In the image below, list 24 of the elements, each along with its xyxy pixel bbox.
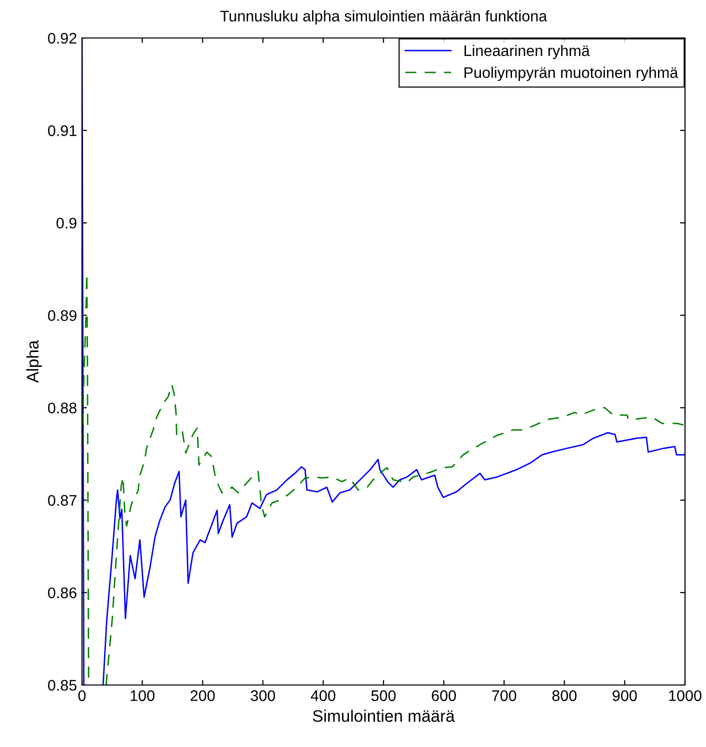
x-tick-label: 0 <box>78 690 86 702</box>
x-tick-label: 900 <box>612 690 637 702</box>
x-tick-label: 200 <box>190 690 215 702</box>
chart-title: Tunnusluku alpha simulointien määrän funktiona <box>220 10 548 25</box>
legend-label: Puoliympyrän muotoinen ryhmä <box>464 66 678 81</box>
x-tick-label: 600 <box>432 690 456 702</box>
y-tick-label: 0.91 <box>48 125 76 136</box>
x-tick-label: 800 <box>552 690 577 702</box>
x-axis-title: Simulointien määrä <box>312 710 455 722</box>
x-tick-label: 300 <box>250 690 276 702</box>
y-tick-label: 0.9 <box>56 218 76 229</box>
x-tick-label: 1000 <box>669 690 702 702</box>
legend-label: Lineaarinen ryhmä <box>464 44 590 60</box>
y-tick-label: 0.92 <box>48 32 76 44</box>
y-tick-label: 0.89 <box>48 310 76 321</box>
y-tick-label: 0.86 <box>48 587 76 598</box>
x-tick-label: 400 <box>310 690 336 702</box>
x-tick-label: 100 <box>130 690 154 702</box>
y-tick-label: 0.88 <box>48 402 76 414</box>
x-tick-label: 700 <box>492 690 516 702</box>
y-tick-label: 0.87 <box>48 495 76 506</box>
y-axis-title: Alpha <box>26 340 42 383</box>
y-tick-label: 0.85 <box>48 680 76 691</box>
x-tick-label: 500 <box>371 690 396 702</box>
